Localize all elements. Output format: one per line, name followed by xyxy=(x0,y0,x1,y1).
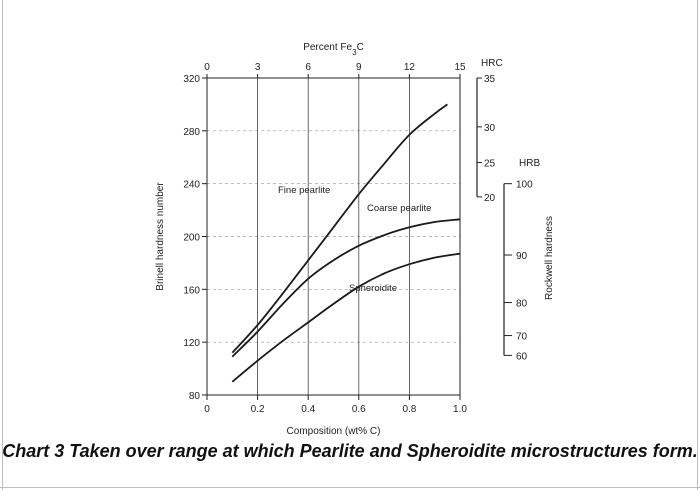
x-axis-title: Composition (wt% C) xyxy=(287,426,381,437)
series-line-fine-pearlite xyxy=(231,103,448,354)
x-tick-label: 0.8 xyxy=(402,404,416,415)
top-tick-label: 0 xyxy=(204,62,210,73)
hrb-tick-label: 60 xyxy=(516,351,528,362)
top-tick-label: 15 xyxy=(454,62,466,73)
x-tick-label: 0.6 xyxy=(352,404,366,415)
hrc-tick-label: 20 xyxy=(484,193,496,204)
hrc-scale-title: HRC xyxy=(481,58,503,69)
top-tick-label: 6 xyxy=(305,62,311,73)
frame-border-left xyxy=(2,0,3,490)
top-tick-label: 12 xyxy=(404,62,416,73)
hrb-tick-label: 100 xyxy=(516,180,533,191)
y-axis-title: Brinell hardness number xyxy=(155,182,166,291)
y-tick-label: 240 xyxy=(183,180,200,191)
top-tick-label: 9 xyxy=(356,62,362,73)
x-tick-label: 0.2 xyxy=(251,404,265,415)
y-tick-label: 120 xyxy=(183,338,200,349)
x-tick-label: 0.4 xyxy=(301,404,315,415)
hrb-tick-label: 80 xyxy=(516,299,528,310)
series-label-fine-pearlite: Fine pearlite xyxy=(278,185,330,196)
x-tick-label: 1.0 xyxy=(453,404,467,415)
y-tick-label: 280 xyxy=(183,127,200,138)
chart-caption: Chart 3 Taken over range at which Pearli… xyxy=(2,441,698,461)
hardness-chart: 0 0.2 0.4 0.6 0.8 1.0 80 120 160 200 240 280 320 0 3 6 9… xyxy=(155,42,555,437)
hrb-scale-title: HRB xyxy=(519,158,540,169)
hrb-tick-label: 70 xyxy=(516,332,528,343)
top-tick-label: 3 xyxy=(255,62,261,73)
frame-border-bottom xyxy=(0,487,700,488)
y-tick-label: 320 xyxy=(183,74,200,85)
y-tick-label: 200 xyxy=(183,233,200,244)
series-label-spheroidite: Spheroidite xyxy=(349,283,397,294)
rockwell-axis-title: Rockwell hardness xyxy=(544,216,555,300)
series-label-coarse-pearlite: Coarse pearlite xyxy=(367,203,431,214)
frame-border-right xyxy=(697,0,698,490)
hrc-tick-label: 35 xyxy=(484,74,496,85)
hrc-tick-label: 25 xyxy=(484,159,496,170)
series-line-spheroidite xyxy=(231,252,461,383)
x-tick-label: 0 xyxy=(204,404,210,415)
y-tick-label: 80 xyxy=(189,391,201,402)
series-line-coarse-pearlite xyxy=(231,218,461,358)
top-axis-title: Percent Fe3C xyxy=(303,42,364,57)
hrb-tick-label: 90 xyxy=(516,251,528,262)
y-tick-label: 160 xyxy=(183,285,200,296)
hrc-tick-label: 30 xyxy=(484,123,496,134)
